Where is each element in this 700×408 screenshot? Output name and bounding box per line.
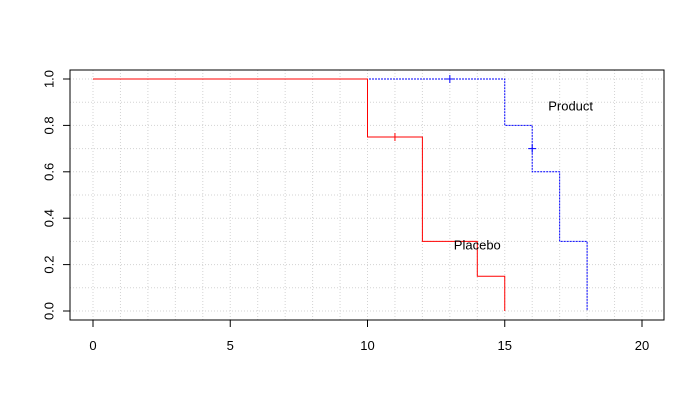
series-labels: Product Placebo bbox=[454, 98, 594, 252]
series-layer bbox=[93, 78, 588, 311]
y-axis: 0.0 0.2 0.4 0.6 0.8 1.0 bbox=[41, 70, 71, 320]
y-tick-label: 0.6 bbox=[41, 163, 56, 181]
series-line-product bbox=[93, 78, 588, 311]
x-tick-label: 0 bbox=[89, 338, 96, 353]
censor-mark-product bbox=[445, 75, 454, 83]
x-tick-label: 5 bbox=[227, 338, 234, 353]
x-tick-label: 10 bbox=[360, 338, 374, 353]
y-tick-label: 1.0 bbox=[41, 70, 56, 88]
censor-mark-placebo bbox=[390, 133, 399, 141]
y-tick-label: 0.0 bbox=[41, 302, 56, 320]
series-label-placebo: Placebo bbox=[454, 237, 501, 252]
x-axis: 0 5 10 15 20 bbox=[89, 319, 649, 353]
x-tick-label: 20 bbox=[635, 338, 649, 353]
series-label-product: Product bbox=[548, 98, 593, 113]
y-tick-label: 0.4 bbox=[41, 209, 56, 227]
y-tick-label: 0.2 bbox=[41, 256, 56, 274]
x-tick-label: 15 bbox=[498, 338, 512, 353]
censor-mark-product bbox=[528, 144, 537, 153]
y-tick-label: 0.8 bbox=[41, 116, 56, 134]
censor-marks bbox=[390, 75, 537, 153]
series-line-placebo bbox=[93, 78, 506, 311]
